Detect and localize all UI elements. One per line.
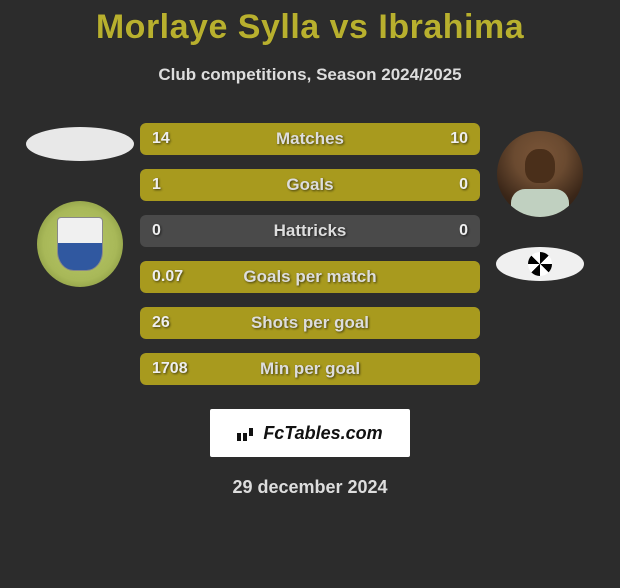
stat-label: Goals [140, 175, 480, 195]
stat-label: Min per goal [140, 359, 480, 379]
player-left-club-badge [37, 201, 123, 287]
stat-label: Goals per match [140, 267, 480, 287]
stat-value-left: 1708 [152, 360, 188, 378]
page-title: Morlaye Sylla vs Ibrahima [0, 8, 620, 47]
stat-label: Hattricks [140, 221, 480, 241]
main-row: Matches1410Goals10Hattricks00Goals per m… [0, 123, 620, 385]
page-subtitle: Club competitions, Season 2024/2025 [0, 65, 620, 85]
stat-row: Shots per goal26 [140, 307, 480, 339]
stat-value-left: 1 [152, 176, 161, 194]
brand-badge[interactable]: FcTables.com [210, 409, 410, 457]
player-right-avatar [497, 131, 583, 217]
stat-value-left: 26 [152, 314, 170, 332]
chart-icon [237, 423, 257, 443]
publish-date: 29 december 2024 [0, 477, 620, 498]
player-left-col [20, 123, 140, 385]
player-left-avatar [26, 127, 134, 161]
stat-value-right: 0 [459, 222, 468, 240]
stat-label: Matches [140, 129, 480, 149]
player-right-club-badge [496, 247, 584, 281]
stat-value-right: 10 [450, 130, 468, 148]
stat-bars: Matches1410Goals10Hattricks00Goals per m… [140, 123, 480, 385]
stat-value-right: 0 [459, 176, 468, 194]
comparison-card: Morlaye Sylla vs Ibrahima Club competiti… [0, 8, 620, 498]
stat-row: Hattricks0 0 [140, 215, 480, 247]
brand-text: FcTables.com [263, 423, 382, 444]
stat-row: Goals per match0.07 [140, 261, 480, 293]
player-right-col [480, 123, 600, 385]
stat-label: Shots per goal [140, 313, 480, 333]
stat-row: Min per goal1708 [140, 353, 480, 385]
stat-value-left: 0.07 [152, 268, 183, 286]
stat-row: Matches14 10 [140, 123, 480, 155]
stat-value-left: 14 [152, 130, 170, 148]
stat-value-left: 0 [152, 222, 161, 240]
stat-row: Goals1 0 [140, 169, 480, 201]
